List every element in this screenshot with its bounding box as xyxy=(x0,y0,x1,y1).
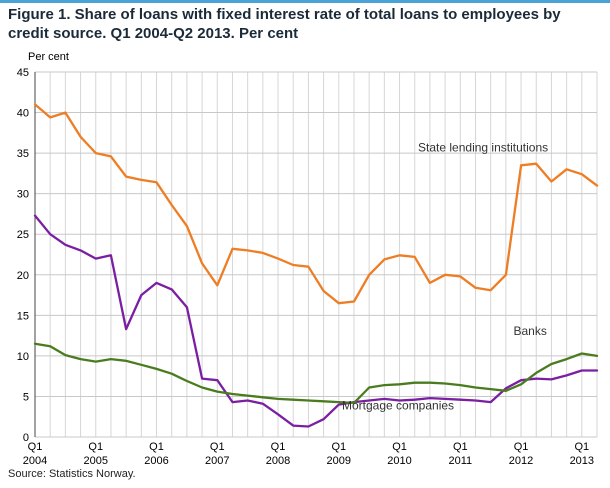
x-tick-year-label: 2004 xyxy=(23,455,47,467)
x-tick-quarter-label: Q1 xyxy=(28,441,43,453)
y-tick-label: 25 xyxy=(17,229,29,241)
x-tick-quarter-label: Q1 xyxy=(331,441,346,453)
y-tick-label: 0 xyxy=(23,432,29,444)
x-tick-quarter-label: Q1 xyxy=(271,441,286,453)
y-tick-label: 5 xyxy=(23,391,29,403)
x-tick-year-label: 2011 xyxy=(448,455,472,467)
y-tick-label: 20 xyxy=(17,270,29,282)
figure-title: Figure 1. Share of loans with fixed inte… xyxy=(8,6,561,43)
x-tick-year-label: 2012 xyxy=(509,455,533,467)
y-tick-label: 45 xyxy=(17,67,29,79)
y-tick-label: 35 xyxy=(17,148,29,160)
y-tick-label: 10 xyxy=(17,351,29,363)
series-label-state-lending-institutions: State lending institutions xyxy=(418,140,548,154)
x-tick-year-label: 2005 xyxy=(84,455,108,467)
series-line-banks xyxy=(33,342,599,405)
x-tick-quarter-label: Q1 xyxy=(210,441,225,453)
series-line-state-lending-institutions xyxy=(33,103,599,305)
x-tick-quarter-label: Q1 xyxy=(574,441,589,453)
x-tick-quarter-label: Q1 xyxy=(514,441,529,453)
series-label-banks: Banks xyxy=(513,324,546,338)
chart-plot-area: 0 5 10 15 20 25 30 35 40 45 Q1 2004 Q1 2005 Q1 2006 Q1 20… xyxy=(17,67,599,467)
x-tick-year-label: 2013 xyxy=(570,455,594,467)
source-note: Source: Statistics Norway. xyxy=(8,468,136,480)
x-tick-year-label: 2009 xyxy=(327,455,351,467)
y-tick-label: 15 xyxy=(17,310,29,322)
top-accent-bar xyxy=(0,0,610,3)
y-tick-label: 30 xyxy=(17,189,29,201)
series-line-mortgage-companies xyxy=(33,214,599,428)
x-tick-quarter-label: Q1 xyxy=(453,441,468,453)
x-tick-quarter-label: Q1 xyxy=(88,441,103,453)
x-tick-year-label: 2008 xyxy=(266,455,290,467)
y-tick-label: 40 xyxy=(17,108,29,120)
y-axis-title: Per cent xyxy=(28,51,69,63)
x-tick-quarter-label: Q1 xyxy=(149,441,164,453)
x-tick-year-label: 2006 xyxy=(144,455,168,467)
x-tick-year-label: 2010 xyxy=(387,455,411,467)
series-label-mortgage-companies: Mortgage companies xyxy=(342,398,454,412)
x-tick-year-label: 2007 xyxy=(205,455,229,467)
x-tick-quarter-label: Q1 xyxy=(392,441,407,453)
